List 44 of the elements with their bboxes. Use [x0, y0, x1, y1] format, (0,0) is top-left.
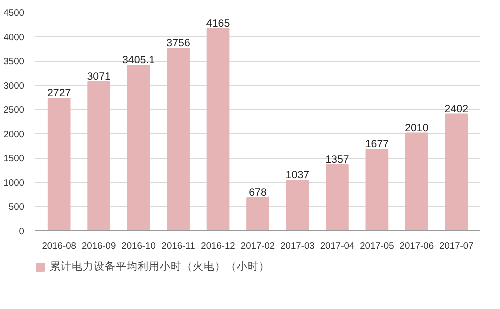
data-label: 678 — [249, 186, 267, 199]
y-tick-label: 500 — [8, 202, 25, 212]
bar — [366, 148, 389, 232]
y-tick-label: 3000 — [4, 80, 25, 91]
legend-label: 累计电力设备平均利用小时（火电）（小时） — [50, 260, 270, 274]
y-tick-label: 2000 — [4, 129, 25, 140]
bar — [206, 28, 230, 232]
y-tick-label: 4500 — [4, 8, 25, 18]
y-tick-label: 1000 — [4, 178, 25, 188]
x-tick-label: 2016-10 — [122, 240, 156, 251]
y-tick-label: 2500 — [4, 105, 25, 116]
y-tick-label: 0 — [19, 226, 25, 236]
bar — [167, 48, 190, 232]
bar — [48, 98, 71, 232]
y-tick-label: 3500 — [4, 56, 25, 67]
data-label: 2010 — [405, 122, 429, 134]
bar — [406, 132, 428, 232]
x-tick-label: 2016-12 — [201, 240, 236, 251]
x-tick-label: 2017-05 — [360, 240, 394, 251]
data-label: 1037 — [286, 170, 310, 182]
data-label: 1677 — [365, 138, 390, 150]
data-label: 3756 — [166, 38, 190, 50]
bar — [445, 114, 468, 232]
x-tick-label: 2017-04 — [320, 240, 355, 251]
bar — [246, 197, 270, 232]
x-tick-label: 2017-02 — [240, 240, 276, 251]
data-label: 3071 — [87, 70, 111, 83]
y-tick-label: 1500 — [4, 154, 25, 164]
y-tick-label: 4000 — [4, 32, 25, 42]
data-label: 2402 — [444, 103, 469, 116]
x-tick-label: 2016-09 — [82, 240, 116, 251]
data-label: 2727 — [47, 88, 72, 100]
x-tick-label: 2016-08 — [42, 240, 76, 251]
bar — [88, 81, 110, 232]
data-label: 4165 — [206, 18, 230, 30]
x-tick-label: 2017-07 — [440, 240, 474, 251]
bar — [127, 65, 150, 232]
data-label: 1357 — [326, 154, 350, 166]
x-tick-label: 2016-11 — [162, 240, 196, 251]
bar — [286, 180, 310, 232]
x-tick-label: 2017-03 — [280, 240, 315, 251]
data-label: 3405.1 — [122, 54, 156, 67]
x-tick-label: 2017-06 — [400, 240, 434, 251]
bar — [326, 164, 349, 232]
